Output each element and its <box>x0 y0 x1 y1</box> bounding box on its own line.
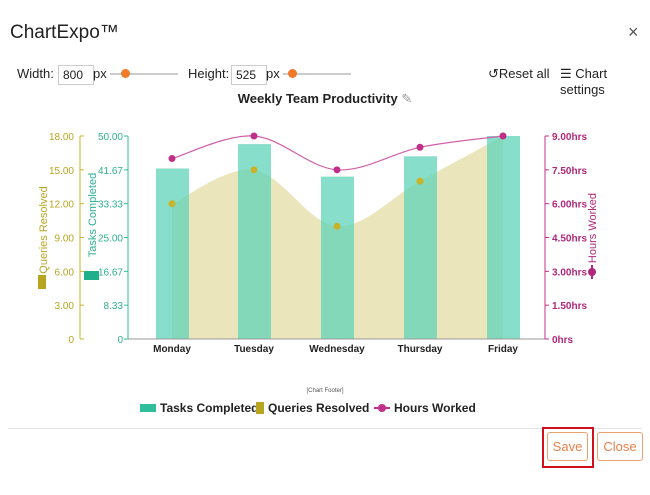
hours-tick-label: 4.50hrs <box>552 234 587 245</box>
x-tick-label: Wednesday <box>309 344 365 355</box>
reset-icon: ↺ <box>488 66 499 81</box>
chart-settings-label: Chart settings <box>560 66 608 97</box>
width-unit: px <box>93 66 107 81</box>
bar-tasks-monday <box>156 168 189 339</box>
queries-tick-label: 3.00 <box>55 301 75 312</box>
legend-tasks[interactable]: Tasks Completed <box>140 401 258 415</box>
legend-queries[interactable]: Queries Resolved <box>256 401 369 415</box>
point-queries-tuesday <box>250 166 258 174</box>
x-tick-label: Tuesday <box>234 344 274 355</box>
tasks-tick-label: 41.67 <box>98 166 123 177</box>
bar-tasks-tuesday <box>238 144 271 339</box>
chart-settings-button[interactable]: ☰ Chart settings <box>560 66 650 97</box>
point-queries-monday <box>168 200 176 208</box>
hours-tick-label: 7.50hrs <box>552 166 587 177</box>
hours-tick-label: 1.50hrs <box>552 301 587 312</box>
hours-axis-swatch-dot <box>588 268 596 276</box>
legend-swatch-tasks <box>140 404 156 412</box>
width-input[interactable]: 800 <box>58 65 94 85</box>
point-queries-wednesday <box>333 222 341 230</box>
legend-label-tasks: Tasks Completed <box>160 401 259 415</box>
point-hours-monday <box>168 155 176 163</box>
bar-tasks-friday <box>487 136 520 339</box>
chart-title-text: Weekly Team Productivity <box>237 91 398 106</box>
legend-hours[interactable]: Hours Worked <box>374 401 476 415</box>
bar-tasks-thursday <box>404 156 437 339</box>
tasks-tick-label: 0 <box>117 335 123 346</box>
tasks-tick-label: 33.33 <box>98 200 123 211</box>
chart-title[interactable]: Weekly Team Productivity ✎ <box>0 91 650 107</box>
tasks-tick-label: 8.33 <box>104 301 124 312</box>
tasks-tick-label: 25.00 <box>98 234 123 245</box>
point-hours-tuesday <box>250 132 258 140</box>
point-hours-friday <box>499 132 507 140</box>
app-title: ChartExpo™ <box>10 22 119 43</box>
height-input[interactable]: 525 <box>231 65 267 85</box>
footer-divider <box>8 428 642 429</box>
queries-tick-label: 18.00 <box>49 132 74 143</box>
x-tick-label: Friday <box>488 344 518 355</box>
queries-axis-swatch <box>38 275 46 289</box>
close-icon[interactable]: × <box>628 22 639 42</box>
queries-axis-title: Queries Resolved <box>38 186 50 273</box>
height-slider-knob[interactable] <box>288 69 297 78</box>
queries-tick-label: 0 <box>68 335 74 346</box>
queries-tick-label: 15.00 <box>49 166 74 177</box>
legend-swatch-hours <box>374 403 390 413</box>
tasks-tick-label: 16.67 <box>98 267 123 278</box>
queries-tick-label: 12.00 <box>49 200 74 211</box>
tasks-axis-swatch <box>84 271 99 280</box>
x-tick-label: Monday <box>153 344 191 355</box>
point-queries-thursday <box>416 177 424 185</box>
width-slider[interactable] <box>110 69 178 78</box>
save-highlight <box>542 427 594 468</box>
hours-tick-label: 9.00hrs <box>552 132 587 143</box>
queries-tick-label: 9.00 <box>55 234 75 245</box>
queries-tick-label: 6.00 <box>55 267 75 278</box>
height-label: Height: <box>188 66 230 81</box>
chart-footer[interactable]: [Chart Footer] <box>306 388 344 394</box>
settings-sliders-icon: ☰ <box>560 66 572 81</box>
bar-tasks-wednesday <box>321 176 354 339</box>
reset-all-button[interactable]: ↺Reset all <box>488 66 549 82</box>
tasks-tick-label: 50.00 <box>98 132 123 143</box>
width-label: Width: <box>17 66 54 81</box>
hours-axis-title: Hours Worked <box>587 193 599 263</box>
height-slider[interactable] <box>283 69 351 78</box>
reset-all-label: Reset all <box>498 66 550 81</box>
point-hours-wednesday <box>333 166 341 174</box>
save-button[interactable]: Save <box>547 432 588 461</box>
x-tick-label: Thursday <box>397 344 442 355</box>
hours-tick-label: 6.00hrs <box>552 200 587 211</box>
hours-tick-label: 0hrs <box>552 335 574 346</box>
point-hours-thursday <box>416 143 424 151</box>
tasks-axis-title: Tasks Completed <box>87 173 99 257</box>
close-button[interactable]: Close <box>597 432 643 461</box>
legend-swatch-queries <box>256 402 264 414</box>
legend-label-hours: Hours Worked <box>394 401 476 415</box>
height-unit: px <box>266 66 280 81</box>
width-slider-knob[interactable] <box>121 69 130 78</box>
edit-pencil-icon[interactable]: ✎ <box>401 91 413 106</box>
legend-label-queries: Queries Resolved <box>268 401 370 415</box>
hours-tick-label: 3.00hrs <box>552 267 587 278</box>
